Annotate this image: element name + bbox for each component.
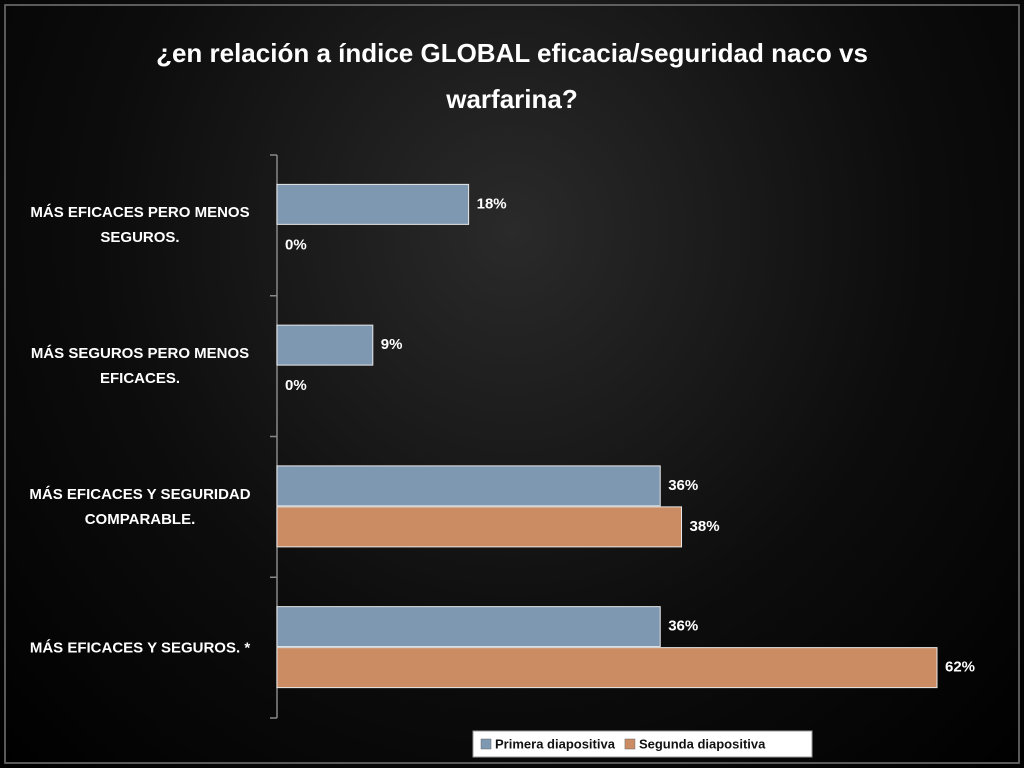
category-label: MÁS EFICACES PERO MENOS SEGUROS. [30,204,250,247]
data-label: 0% [285,236,307,253]
chart-title: ¿en relación a índice GLOBAL eficacia/se… [156,38,868,114]
legend-label: Segunda diapositiva [639,736,766,751]
category-label: MÁS EFICACES Y SEGURIDAD COMPARABLE. [29,485,251,528]
frame [4,4,1020,764]
legend-box [472,730,813,758]
category-label: MÁS EFICACES Y SEGUROS. * [29,639,251,657]
data-label: 9% [381,336,403,353]
data-label: 38% [690,518,720,535]
data-label: 36% [668,618,698,635]
legend-swatch [624,738,636,750]
data-label: 0% [285,377,307,394]
bar [276,647,938,689]
legend-label: Primera diapositiva [495,736,616,751]
category-label: MÁS SEGUROS PERO MENOS EFICACES. [30,345,250,388]
bar [276,324,374,366]
bar [276,606,661,648]
data-label: 62% [945,659,975,676]
data-label: 36% [668,477,698,494]
bar [276,183,470,225]
bar [276,465,661,507]
legend-swatch [480,738,492,750]
bar [276,506,683,548]
data-label: 18% [477,195,507,212]
